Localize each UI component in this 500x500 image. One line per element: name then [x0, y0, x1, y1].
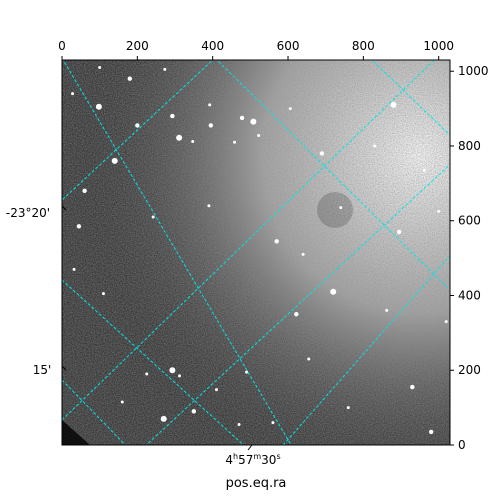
star-point [169, 367, 176, 374]
star-point [135, 123, 140, 128]
right-tick-label: 200 [458, 363, 481, 377]
right-tick-label: 1000 [458, 64, 489, 78]
star-point [307, 357, 311, 361]
star-point [346, 406, 350, 410]
star-point [271, 421, 275, 425]
star-point [82, 188, 87, 194]
star-point [274, 239, 279, 244]
dec-tick-mark-2 [61, 365, 67, 371]
star-point [330, 288, 337, 295]
star-point [208, 123, 213, 128]
right-tick-label: 600 [458, 214, 481, 228]
top-tick-label: 0 [58, 39, 66, 53]
star-point [390, 101, 397, 108]
dec-tick-label-2: 15' [33, 363, 52, 377]
star-point [385, 308, 389, 312]
star-point [163, 67, 167, 71]
grid-line [62, 279, 245, 445]
star-point [170, 113, 175, 119]
star-point [319, 151, 325, 156]
star-point [250, 118, 257, 125]
grid-line [282, 254, 450, 445]
top-tick-label: 200 [126, 39, 149, 53]
star-point [101, 292, 105, 296]
star-point [95, 103, 102, 110]
coordinate-grid [62, 60, 450, 445]
right-tick-label: 400 [458, 288, 481, 302]
star-point [178, 374, 182, 378]
star-point [239, 115, 245, 121]
star-point [233, 140, 237, 144]
star-point [437, 209, 441, 213]
dec-tick-label-1: -23°20' [6, 206, 50, 220]
dec-tick-mark-1 [61, 205, 67, 211]
star-field [71, 65, 448, 435]
star-point [301, 252, 305, 256]
star-point [191, 139, 195, 143]
star-point [207, 204, 211, 208]
top-tick-label: 800 [352, 39, 375, 53]
star-point [111, 157, 118, 164]
grid-line [62, 379, 127, 445]
grid-line [216, 60, 450, 291]
star-point [444, 320, 448, 324]
star-point [151, 215, 155, 219]
right-tick-label: 0 [458, 438, 466, 452]
star-point [288, 107, 292, 111]
top-tick-label: 400 [201, 39, 224, 53]
grid-line [62, 60, 436, 421]
star-point [373, 144, 377, 148]
right-tick-label: 800 [458, 139, 481, 153]
top-tick-label: 1000 [423, 39, 454, 53]
star-point [191, 409, 197, 414]
star-point [410, 384, 415, 390]
star-point [208, 103, 212, 107]
ra-tick-label: 4h57m30s [225, 452, 280, 467]
right-axis: 0 200 400 600 800 1000 [450, 64, 489, 452]
star-point [98, 65, 102, 69]
star-point [160, 415, 167, 422]
star-point [127, 76, 133, 81]
star-point [339, 206, 343, 210]
star-point [245, 370, 249, 374]
top-axis: 0 200 400 600 800 1000 [58, 39, 454, 60]
star-point [237, 422, 241, 426]
dark-corner [62, 420, 90, 445]
star-point [145, 372, 149, 376]
x-axis-label: pos.eq.ra [226, 476, 287, 491]
star-point [72, 267, 76, 271]
star-point [176, 134, 183, 141]
ra-tick-mark [247, 444, 253, 451]
grid-line [145, 163, 450, 445]
top-tick-label: 600 [277, 39, 300, 53]
star-point [428, 429, 434, 435]
dark-blob [317, 192, 353, 228]
star-point [294, 311, 299, 317]
star-point [257, 134, 261, 138]
image-panel [62, 60, 450, 445]
star-point [120, 400, 124, 404]
star-point [422, 168, 426, 172]
star-point [214, 388, 218, 392]
plot-frame [61, 59, 451, 446]
grid-line [62, 60, 292, 445]
star-point [76, 224, 82, 229]
star-point [396, 229, 402, 235]
star-point [71, 92, 75, 96]
